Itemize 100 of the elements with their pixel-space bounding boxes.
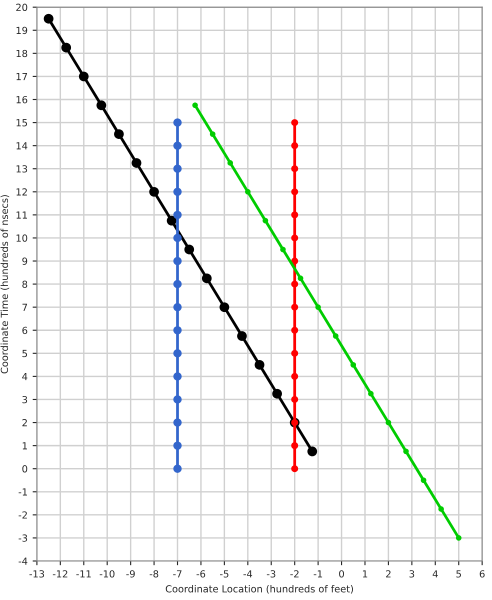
point [166,216,177,226]
point [291,165,298,172]
x-tick-label: -2 [290,570,299,578]
point [291,396,298,403]
x-tick-label: -9 [126,570,135,578]
y-tick-label: 15 [16,119,28,126]
point [291,142,298,150]
point [78,72,89,82]
x-tick-label: 2 [386,570,391,578]
x-tick-label: 0 [339,570,344,578]
point [173,418,182,427]
point [438,506,444,512]
x-tick-label: 6 [480,570,485,578]
y-tick-label: 7 [22,304,28,311]
x-axis-title: Coordinate Location (hundreds of feet) [166,584,353,594]
x-tick-label: -10 [100,570,114,578]
x-tick-label: 1 [362,570,368,578]
y-tick-label: 2 [22,419,27,426]
point [114,129,124,139]
point [173,118,182,127]
point [173,464,182,473]
point [61,42,72,52]
point [227,160,234,166]
point [245,189,251,195]
x-tick-label: 4 [432,570,438,578]
y-tick-label: 3 [22,396,28,404]
point [173,303,182,312]
point [291,188,298,196]
point [173,280,182,288]
point [386,420,392,426]
x-tick-label: -3 [266,570,276,578]
point [332,333,338,339]
y-tick-label: -1 [18,488,27,496]
x-tick-label: -12 [52,570,68,578]
y-tick-label: 20 [16,4,28,12]
y-tick-label: 9 [22,258,28,265]
point [280,246,286,252]
point [173,234,182,242]
point [173,349,182,358]
point [173,372,182,381]
y-tick-label: 8 [22,280,28,288]
point [237,331,247,341]
point [350,362,356,368]
point [173,210,182,220]
point [420,477,426,484]
point [291,211,298,218]
x-tick-label: -11 [76,570,91,578]
point [315,304,321,310]
point [173,395,182,404]
y-tick-label: 11 [16,211,27,219]
point [173,141,182,150]
y-tick-label: 18 [16,50,28,58]
point [291,350,298,357]
point [173,188,182,196]
point [291,372,298,380]
point [456,535,462,541]
point [291,280,298,288]
point [291,119,298,126]
point [291,326,298,334]
y-tick-label: 14 [16,142,28,150]
x-tick-label: -4 [243,570,252,578]
y-tick-label: 19 [16,26,28,34]
y-tick-label: 12 [16,188,27,196]
point [173,256,182,266]
point [254,360,264,370]
point [192,102,198,108]
point [272,388,282,399]
point [149,186,159,197]
point [96,100,106,110]
x-tick-label: -1 [314,570,322,578]
y-tick-label: -2 [18,511,27,519]
point [184,244,194,254]
point [298,276,304,282]
point [403,448,409,454]
x-tick-label: -8 [150,570,158,578]
point [291,465,298,472]
point [291,234,298,242]
point [132,158,142,168]
point [210,131,216,137]
x-tick-label: 5 [456,570,461,578]
y-axis-title: Coordinate Time (hundreds of nsecs) [0,195,10,374]
y-tick-label: 13 [16,165,28,173]
point [173,164,182,173]
point [202,273,212,284]
point [44,14,54,24]
point [307,446,318,456]
y-tick-label: -4 [18,558,28,565]
y-tick-label: 4 [22,373,28,380]
point [262,218,268,224]
x-tick-label: -5 [220,570,228,578]
x-tick-label: -13 [29,570,44,578]
point [291,304,298,311]
y-tick-label: 10 [16,234,28,242]
point [368,390,374,396]
point [291,442,298,450]
point [291,258,298,264]
y-tick-label: -3 [18,534,28,542]
point [173,326,182,334]
y-tick-label: 0 [22,465,28,473]
x-tick-label: 3 [410,570,414,578]
